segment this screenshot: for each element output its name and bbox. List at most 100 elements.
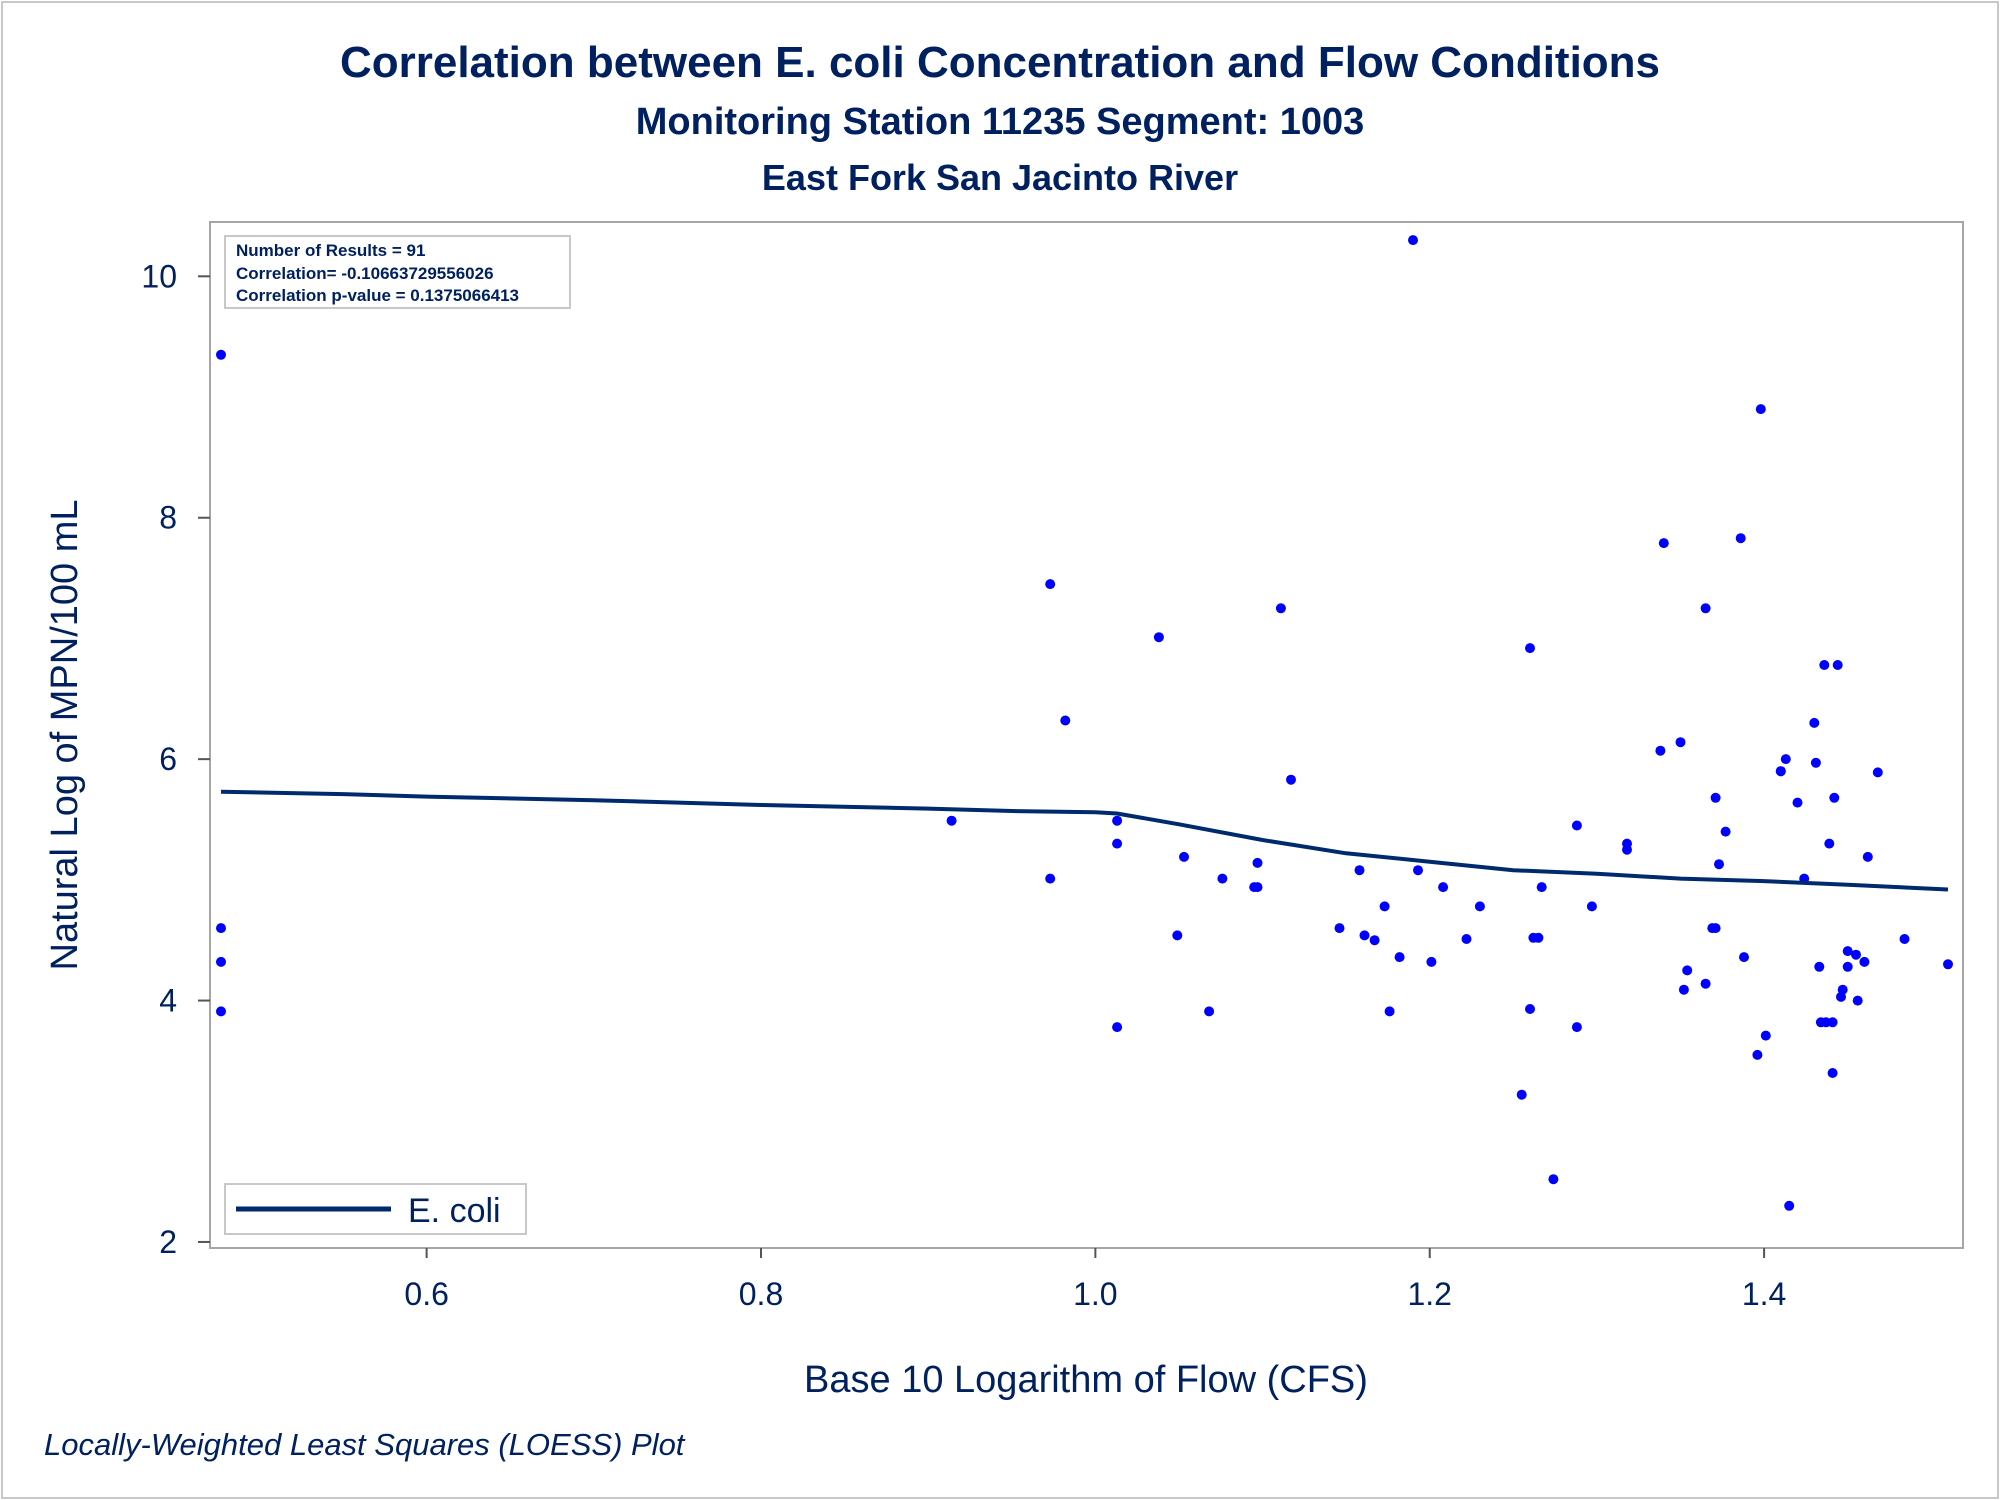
data-point: [1525, 643, 1535, 654]
data-point: [1829, 792, 1840, 803]
x-axis-label: Base 10 Logarithm of Flow (CFS): [804, 1359, 1368, 1401]
data-point: [1872, 767, 1883, 778]
y-tick-label: 10: [141, 258, 177, 294]
data-points: [216, 235, 1953, 1211]
data-point: [1413, 865, 1423, 876]
data-point: [1859, 956, 1870, 967]
data-point: [1852, 995, 1863, 1006]
data-point: [1426, 956, 1437, 967]
data-point: [1819, 660, 1830, 670]
data-point: [1354, 865, 1365, 876]
data-point: [1842, 961, 1853, 972]
data-point: [1516, 1089, 1527, 1100]
data-point: [1045, 873, 1056, 884]
data-point: [1153, 632, 1164, 643]
data-point: [1379, 901, 1390, 912]
data-point: [1408, 235, 1418, 246]
data-point: [1842, 946, 1853, 957]
data-point: [1714, 859, 1724, 870]
loess-line-group: [220, 789, 1949, 892]
plot-area: [209, 221, 1964, 1249]
stats-box-border: [224, 235, 571, 309]
data-point: [1792, 797, 1803, 808]
data-point: [1775, 766, 1786, 777]
data-point: [1675, 737, 1686, 748]
data-point: [1204, 1006, 1215, 1017]
data-point: [1899, 934, 1910, 944]
data-point: [1752, 1049, 1763, 1060]
data-point: [1275, 603, 1286, 614]
data-point: [1809, 717, 1820, 728]
data-point: [1334, 923, 1345, 934]
data-point: [1827, 1068, 1838, 1078]
data-point: [216, 349, 226, 360]
stats-p-value: Correlation p-value = 0.1375066413: [236, 286, 519, 305]
x-tick-label: 0.6: [404, 1276, 448, 1312]
stats-correlation: Correlation= -0.10663729556026: [236, 264, 494, 283]
y-tick-label: 2: [159, 1224, 177, 1260]
loess-line: [220, 789, 1949, 892]
data-point: [1655, 745, 1666, 756]
data-point: [1394, 952, 1405, 963]
y-tick-label: 6: [159, 741, 177, 777]
data-point: [1827, 1017, 1838, 1028]
data-point: [1384, 1006, 1395, 1017]
data-point: [1862, 851, 1873, 862]
legend: E. coli: [224, 1183, 527, 1235]
footnote: Locally-Weighted Least Squares (LOESS) P…: [44, 1427, 685, 1462]
data-point: [1286, 774, 1296, 785]
chart-subtitle-river: East Fork San Jacinto River: [761, 157, 1239, 198]
stats-count: Number of Results = 91: [236, 241, 425, 260]
data-point: [1536, 882, 1547, 893]
x-tick-label: 1.4: [1742, 1276, 1786, 1312]
stats-box: Number of Results = 91 Correlation= -0.1…: [224, 235, 571, 309]
data-point: [1943, 959, 1953, 970]
data-point: [1586, 901, 1597, 912]
data-point: [1720, 826, 1731, 837]
x-tick-label: 1.0: [1073, 1276, 1117, 1312]
data-point: [1525, 1004, 1535, 1014]
data-point: [1528, 932, 1539, 943]
data-point: [1172, 930, 1183, 941]
data-point: [1700, 978, 1711, 989]
data-point: [1045, 579, 1056, 590]
data-point: [1760, 1030, 1771, 1041]
chart-subtitle: Monitoring Station 11235 Segment: 1003: [635, 101, 1365, 143]
data-point: [1359, 930, 1370, 941]
y-tick-label: 4: [159, 983, 177, 1019]
data-point: [1622, 844, 1632, 855]
x-tick-label: 1.2: [1407, 1276, 1451, 1312]
data-point: [216, 1006, 226, 1017]
data-point: [1814, 961, 1825, 972]
data-point: [1571, 1022, 1582, 1033]
y-tick-label: 8: [159, 500, 177, 536]
data-point: [1249, 882, 1260, 893]
data-point: [1112, 1022, 1123, 1033]
data-point: [1461, 934, 1472, 944]
data-point: [1658, 538, 1669, 549]
data-point: [1217, 873, 1228, 884]
data-point: [216, 956, 226, 967]
data-point: [1179, 851, 1189, 862]
data-point: [1678, 984, 1689, 995]
legend-label-ecoli: E. coli: [408, 1192, 501, 1230]
x-tick-label: 0.8: [739, 1276, 783, 1312]
data-point: [1837, 984, 1848, 995]
chart-title: Correlation between E. coli Concentratio…: [339, 38, 1661, 87]
data-point: [1710, 792, 1721, 803]
data-point: [1810, 757, 1821, 768]
data-point: [1784, 1200, 1795, 1211]
data-point: [1780, 754, 1791, 765]
data-point: [1851, 949, 1861, 960]
data-point: [1700, 603, 1711, 614]
data-point: [1739, 952, 1749, 963]
data-point: [1112, 838, 1123, 849]
data-point: [1755, 404, 1766, 415]
data-point: [1548, 1174, 1559, 1185]
data-point: [1060, 715, 1071, 726]
data-point: [1571, 820, 1582, 831]
data-point: [1474, 901, 1485, 912]
y-axis: 2 4 6 8 10: [141, 258, 210, 1260]
